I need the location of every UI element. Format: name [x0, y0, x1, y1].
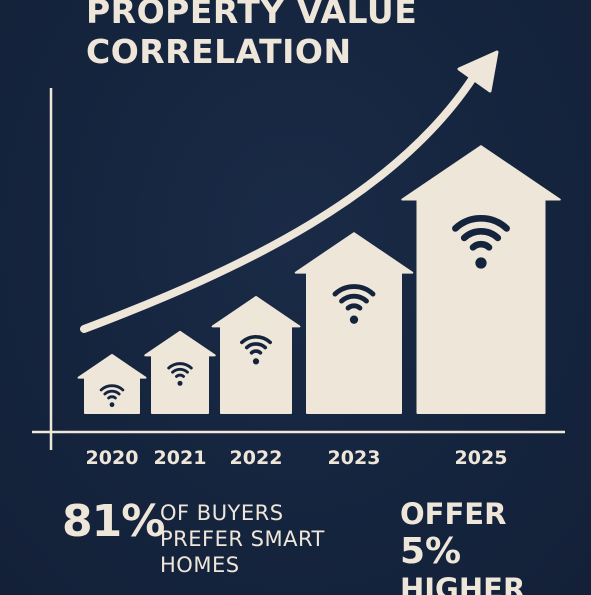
buyers-caption-line-2: PREFER SMART	[160, 527, 325, 551]
bar-house-2025	[401, 145, 561, 414]
page-title: PROPERTY VALUE CORRELATION	[86, 0, 417, 72]
wifi-icon	[452, 215, 510, 269]
tick-label-2023: 2023	[328, 447, 381, 469]
trend-arrow-head	[457, 50, 499, 93]
offer-line-1: OFFER	[400, 497, 507, 531]
wifi-icon	[240, 335, 272, 365]
bar-house-2020	[77, 354, 147, 414]
title-line-1: PROPERTY VALUE	[86, 0, 418, 31]
offer-line-3: HIGHER	[400, 572, 526, 595]
tick-label-2020: 2020	[86, 447, 139, 469]
tick-label-2025: 2025	[455, 447, 508, 469]
buyers-caption: OF BUYERS PREFER SMART HOMES	[160, 500, 325, 578]
tick-label-2022: 2022	[230, 447, 283, 469]
trend-arrow	[80, 66, 482, 333]
bar-house-2022	[211, 296, 301, 414]
wifi-icon	[332, 284, 376, 324]
wifi-icon	[99, 384, 125, 408]
wifi-icon	[167, 362, 193, 386]
title-line-2: CORRELATION	[86, 32, 352, 71]
tick-label-2021: 2021	[154, 447, 207, 469]
offer-stat: OFFER 5% HIGHER	[400, 497, 525, 595]
offer-percentage: 5%	[400, 531, 462, 572]
buyers-percentage: 81%	[62, 496, 165, 547]
bar-house-2021	[144, 330, 216, 414]
buyers-caption-line-1: OF BUYERS	[160, 501, 284, 525]
buyers-caption-line-3: HOMES	[160, 553, 240, 577]
